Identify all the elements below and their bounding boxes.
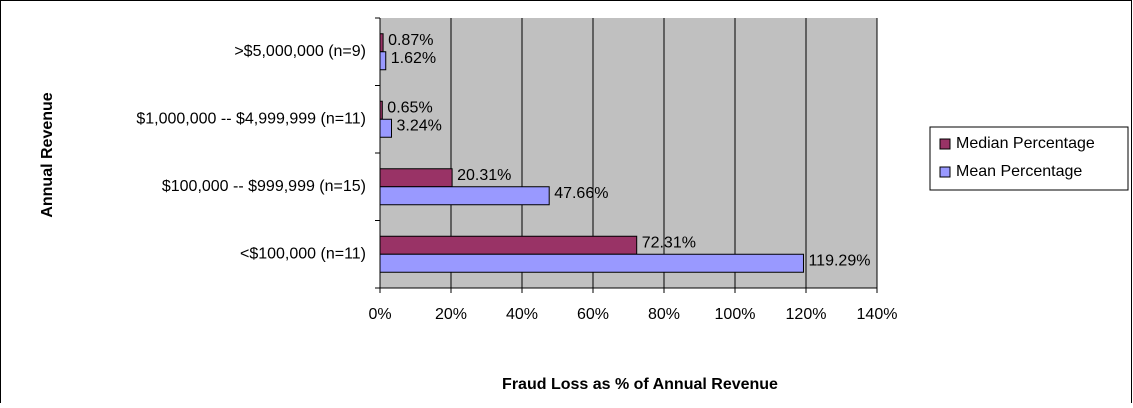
bar [379, 100, 383, 120]
x-tick-label: 60% [577, 306, 609, 323]
data-label: 3.24% [397, 117, 442, 134]
bar [379, 186, 550, 206]
x-axis-label: Fraud Loss as % of Annual Revenue [502, 376, 778, 393]
x-tick-label: 120% [786, 306, 827, 323]
data-label: 119.29% [808, 252, 870, 269]
bar [379, 235, 638, 255]
data-label: 0.87% [388, 32, 433, 49]
bar [379, 51, 387, 71]
x-tick-label: 40% [506, 306, 538, 323]
data-label: 47.66% [554, 185, 608, 202]
legend [929, 126, 1129, 191]
bar [379, 118, 393, 138]
x-tick-label: 20% [435, 306, 467, 323]
y-tick-label: >$5,000,000 (n=9) [234, 43, 366, 60]
data-label: 0.65% [387, 99, 432, 116]
legend-swatch [939, 166, 951, 178]
y-tick-label: $100,000 -- $999,999 (n=15) [162, 178, 366, 195]
legend-swatch [939, 138, 951, 150]
x-tick-label: 100% [715, 306, 756, 323]
x-tick-label: 80% [648, 306, 680, 323]
bar [379, 33, 384, 53]
data-label: 1.62% [391, 50, 436, 67]
legend-label: Median Percentage [956, 135, 1095, 152]
y-axis-label: Annual Revenue [39, 92, 56, 217]
legend-label: Mean Percentage [956, 163, 1082, 180]
x-tick-label: 140% [857, 306, 898, 323]
data-label: 20.31% [457, 167, 511, 184]
bar [379, 253, 804, 273]
x-tick-label: 0% [368, 306, 391, 323]
data-label: 72.31% [642, 234, 696, 251]
y-tick-label: $1,000,000 -- $4,999,999 (n=11) [136, 110, 366, 127]
bar [379, 168, 453, 188]
y-tick-label: <$100,000 (n=11) [240, 245, 366, 262]
